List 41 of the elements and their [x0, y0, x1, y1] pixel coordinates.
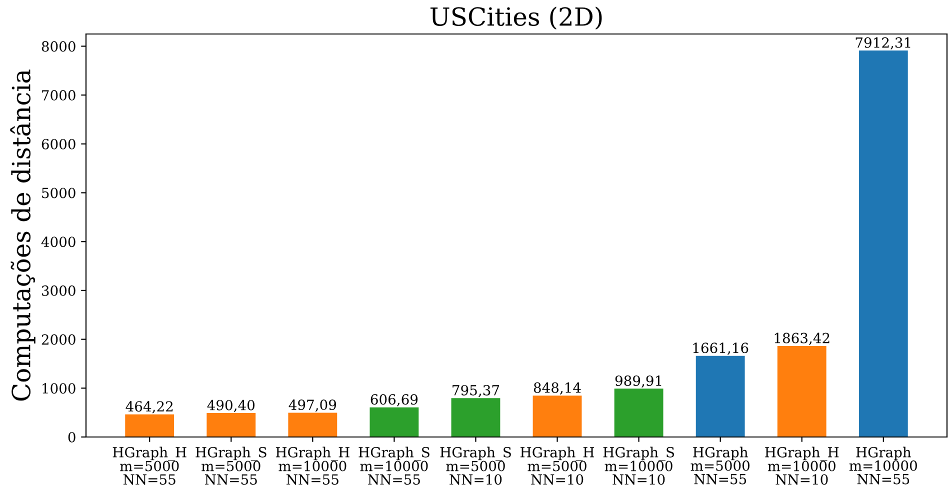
data-label: 7912,31: [856, 37, 910, 50]
chart-title: USCities (2D): [430, 6, 602, 30]
x-tick-label: HGraph_S m=5000 NN=10: [440, 446, 511, 485]
y-tick-label: 1000: [42, 383, 76, 394]
bar: [696, 356, 745, 437]
y-tick-label: 2000: [42, 334, 76, 345]
y-tick-label: 6000: [42, 138, 76, 150]
bar: [532, 396, 582, 437]
data-label: 490,40: [207, 400, 255, 412]
x-tick-label: HGraph_S m=5000 NN=55: [196, 446, 266, 485]
y-tick-label: 8000: [42, 41, 76, 52]
y-tick-label: 0: [68, 432, 76, 442]
y-axis-title: Computações de distância: [10, 70, 36, 401]
bar: [370, 407, 419, 437]
x-tick-label: HGraph_H m=10000 NN=10: [765, 446, 839, 485]
x-tick-label: HGraph_H m=5000 NN=10: [520, 446, 594, 485]
x-tick-label: HGraph_H m=10000 NN=55: [276, 446, 350, 485]
data-label: 989,91: [615, 375, 662, 388]
x-tick-label: HGraph m=10000 NN=55: [849, 446, 917, 484]
bar: [777, 346, 826, 437]
bar: [858, 50, 908, 437]
data-label: 464,22: [126, 401, 173, 414]
bar: [125, 414, 174, 437]
y-tick-label: 7000: [42, 90, 76, 101]
x-tick-label: HGraph_S m=10000 NN=55: [358, 446, 430, 485]
x-tick-label: HGraph_H m=5000 NN=55: [112, 446, 186, 485]
y-tick-label: 4000: [41, 236, 76, 248]
bar: [206, 413, 256, 437]
data-label: 1863,42: [774, 332, 830, 345]
data-label: 497,09: [288, 400, 336, 412]
x-tick-label: HGraph_S m=10000 NN=10: [603, 446, 674, 485]
data-label: 1661,16: [693, 342, 748, 355]
bar: [451, 398, 500, 437]
y-tick-label: 5000: [42, 188, 76, 198]
bar: [614, 388, 664, 437]
bar: [288, 412, 338, 437]
data-label: 606,69: [370, 394, 418, 406]
data-label: 795,37: [452, 384, 500, 398]
data-label: 848,14: [534, 382, 581, 395]
y-tick-label: 3000: [42, 285, 76, 296]
x-tick-label: HGraph m=5000 NN=55: [690, 446, 750, 484]
